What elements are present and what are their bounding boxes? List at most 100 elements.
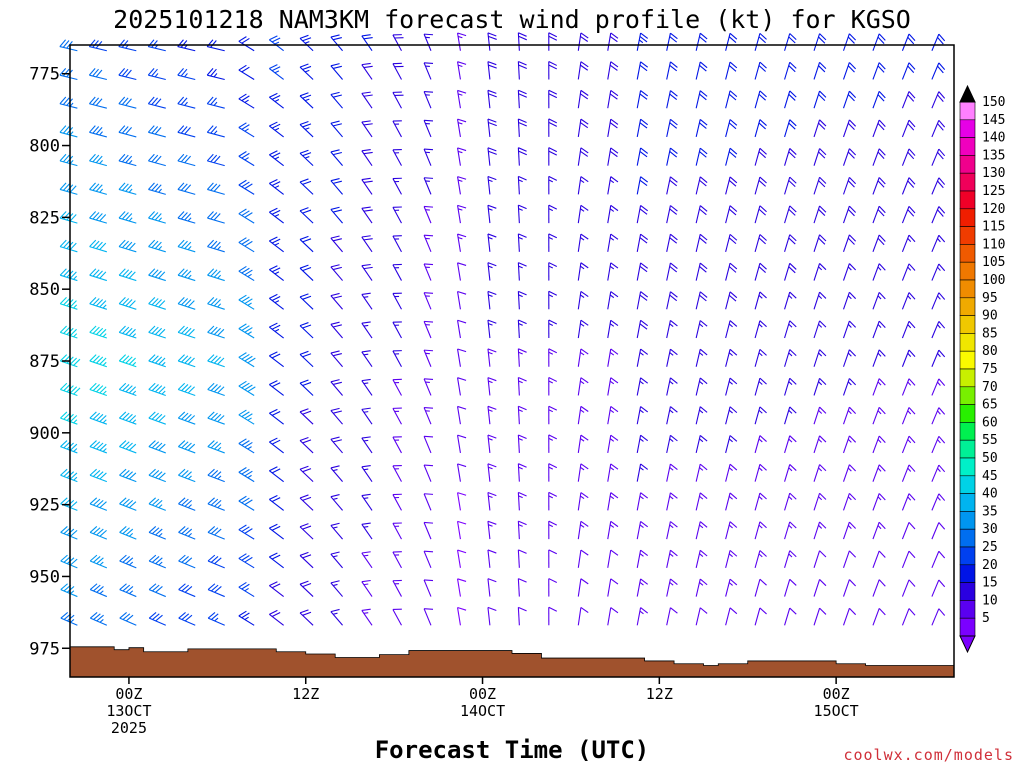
wind-barb (813, 148, 827, 166)
wind-barb (423, 378, 434, 396)
wind-barb (666, 205, 678, 224)
wind-barb (813, 234, 827, 253)
wind-barb (330, 34, 343, 52)
wind-barb (89, 125, 107, 138)
wind-barb (577, 434, 589, 454)
wind-barb (725, 377, 738, 396)
wind-barb (361, 263, 373, 281)
wind-barb (901, 550, 916, 569)
wind-barb (842, 607, 857, 626)
wind-barb (60, 411, 78, 425)
wind-barb (784, 377, 797, 396)
wind-barb (206, 182, 225, 195)
wind-barb (548, 606, 558, 626)
wind-barb (487, 319, 497, 339)
wind-barb (238, 294, 255, 310)
wind-barb (607, 61, 619, 80)
colorbar-label: 5 (982, 611, 990, 626)
wind-barb (577, 291, 589, 310)
wind-barb (487, 233, 497, 252)
wind-barb (577, 32, 589, 51)
speed-colorbar: 1501451401351301251201151101051009590858… (959, 84, 1005, 654)
wind-barb (666, 291, 678, 310)
wind-barb (269, 92, 284, 109)
x-tick-label: 00Z (469, 685, 496, 703)
wind-barb (813, 464, 827, 482)
colorbar-label: 50 (982, 451, 998, 466)
wind-barb (299, 609, 314, 626)
wind-barb (901, 320, 916, 339)
wind-barb (607, 319, 619, 339)
wind-barb (392, 579, 402, 597)
colorbar-swatch (959, 404, 976, 423)
wind-barb (931, 608, 946, 626)
wind-barb (725, 291, 738, 310)
wind-barb (119, 440, 137, 454)
wind-barb (392, 292, 402, 310)
wind-barb (238, 610, 255, 626)
wind-barb (931, 435, 946, 454)
y-tick-label: 775 (29, 65, 60, 85)
wind-barb (148, 411, 166, 425)
wind-barb (695, 320, 708, 339)
colorbar-label: 145 (982, 113, 1005, 128)
wind-barb (931, 522, 946, 540)
wind-barb (784, 464, 797, 482)
wind-barb (148, 468, 166, 483)
wind-barb (517, 204, 527, 224)
wind-barb (238, 323, 255, 339)
wind-barb (206, 67, 225, 81)
wind-barb (238, 380, 256, 396)
wind-barb (872, 292, 886, 310)
wind-barb (517, 491, 527, 511)
wind-barb (872, 62, 886, 80)
wind-barb (784, 492, 797, 511)
wind-barb (392, 206, 402, 224)
wind-barb (487, 377, 497, 396)
wind-barb (901, 205, 916, 224)
wind-barb (178, 611, 196, 626)
wind-barb (901, 608, 916, 626)
wind-barb (148, 325, 166, 339)
wind-barb (330, 350, 343, 368)
wind-barb (487, 204, 497, 224)
wind-barb (872, 435, 886, 454)
wind-barb (754, 32, 767, 51)
wind-barb (299, 551, 314, 569)
wind-barb (269, 609, 284, 626)
wind-barb (754, 492, 767, 511)
wind-barb (695, 348, 708, 367)
wind-barb (148, 440, 166, 454)
wind-barb (392, 235, 402, 253)
wind-barb (487, 89, 497, 109)
wind-barb (607, 607, 619, 626)
wind-barb (666, 32, 678, 51)
wind-barb (872, 234, 886, 253)
wind-barb (842, 435, 857, 454)
wind-barb (725, 147, 738, 166)
wind-barb (754, 607, 767, 626)
wind-barb (517, 520, 527, 540)
wind-barb (269, 322, 284, 339)
wind-barb (666, 118, 678, 138)
wind-barb (487, 405, 497, 425)
surface-terrain (69, 646, 955, 678)
wind-barb (177, 382, 196, 396)
wind-barb (607, 348, 619, 367)
wind-barb (89, 468, 108, 483)
wind-barb (206, 96, 225, 109)
wind-barb (577, 549, 589, 568)
x-tick-label: 14OCT (460, 702, 505, 720)
colorbar-swatch (959, 119, 976, 138)
wind-barb (517, 118, 527, 137)
x-tick-label: 12Z (292, 685, 319, 703)
wind-barb (636, 319, 649, 339)
wind-barb (725, 32, 738, 51)
wind-barb (423, 608, 434, 626)
wind-barb (931, 407, 946, 425)
colorbar-swatch (959, 333, 976, 352)
wind-barb (548, 319, 558, 339)
wind-barb (423, 579, 434, 597)
wind-barb (269, 121, 284, 138)
colorbar-label: 95 (982, 291, 998, 306)
